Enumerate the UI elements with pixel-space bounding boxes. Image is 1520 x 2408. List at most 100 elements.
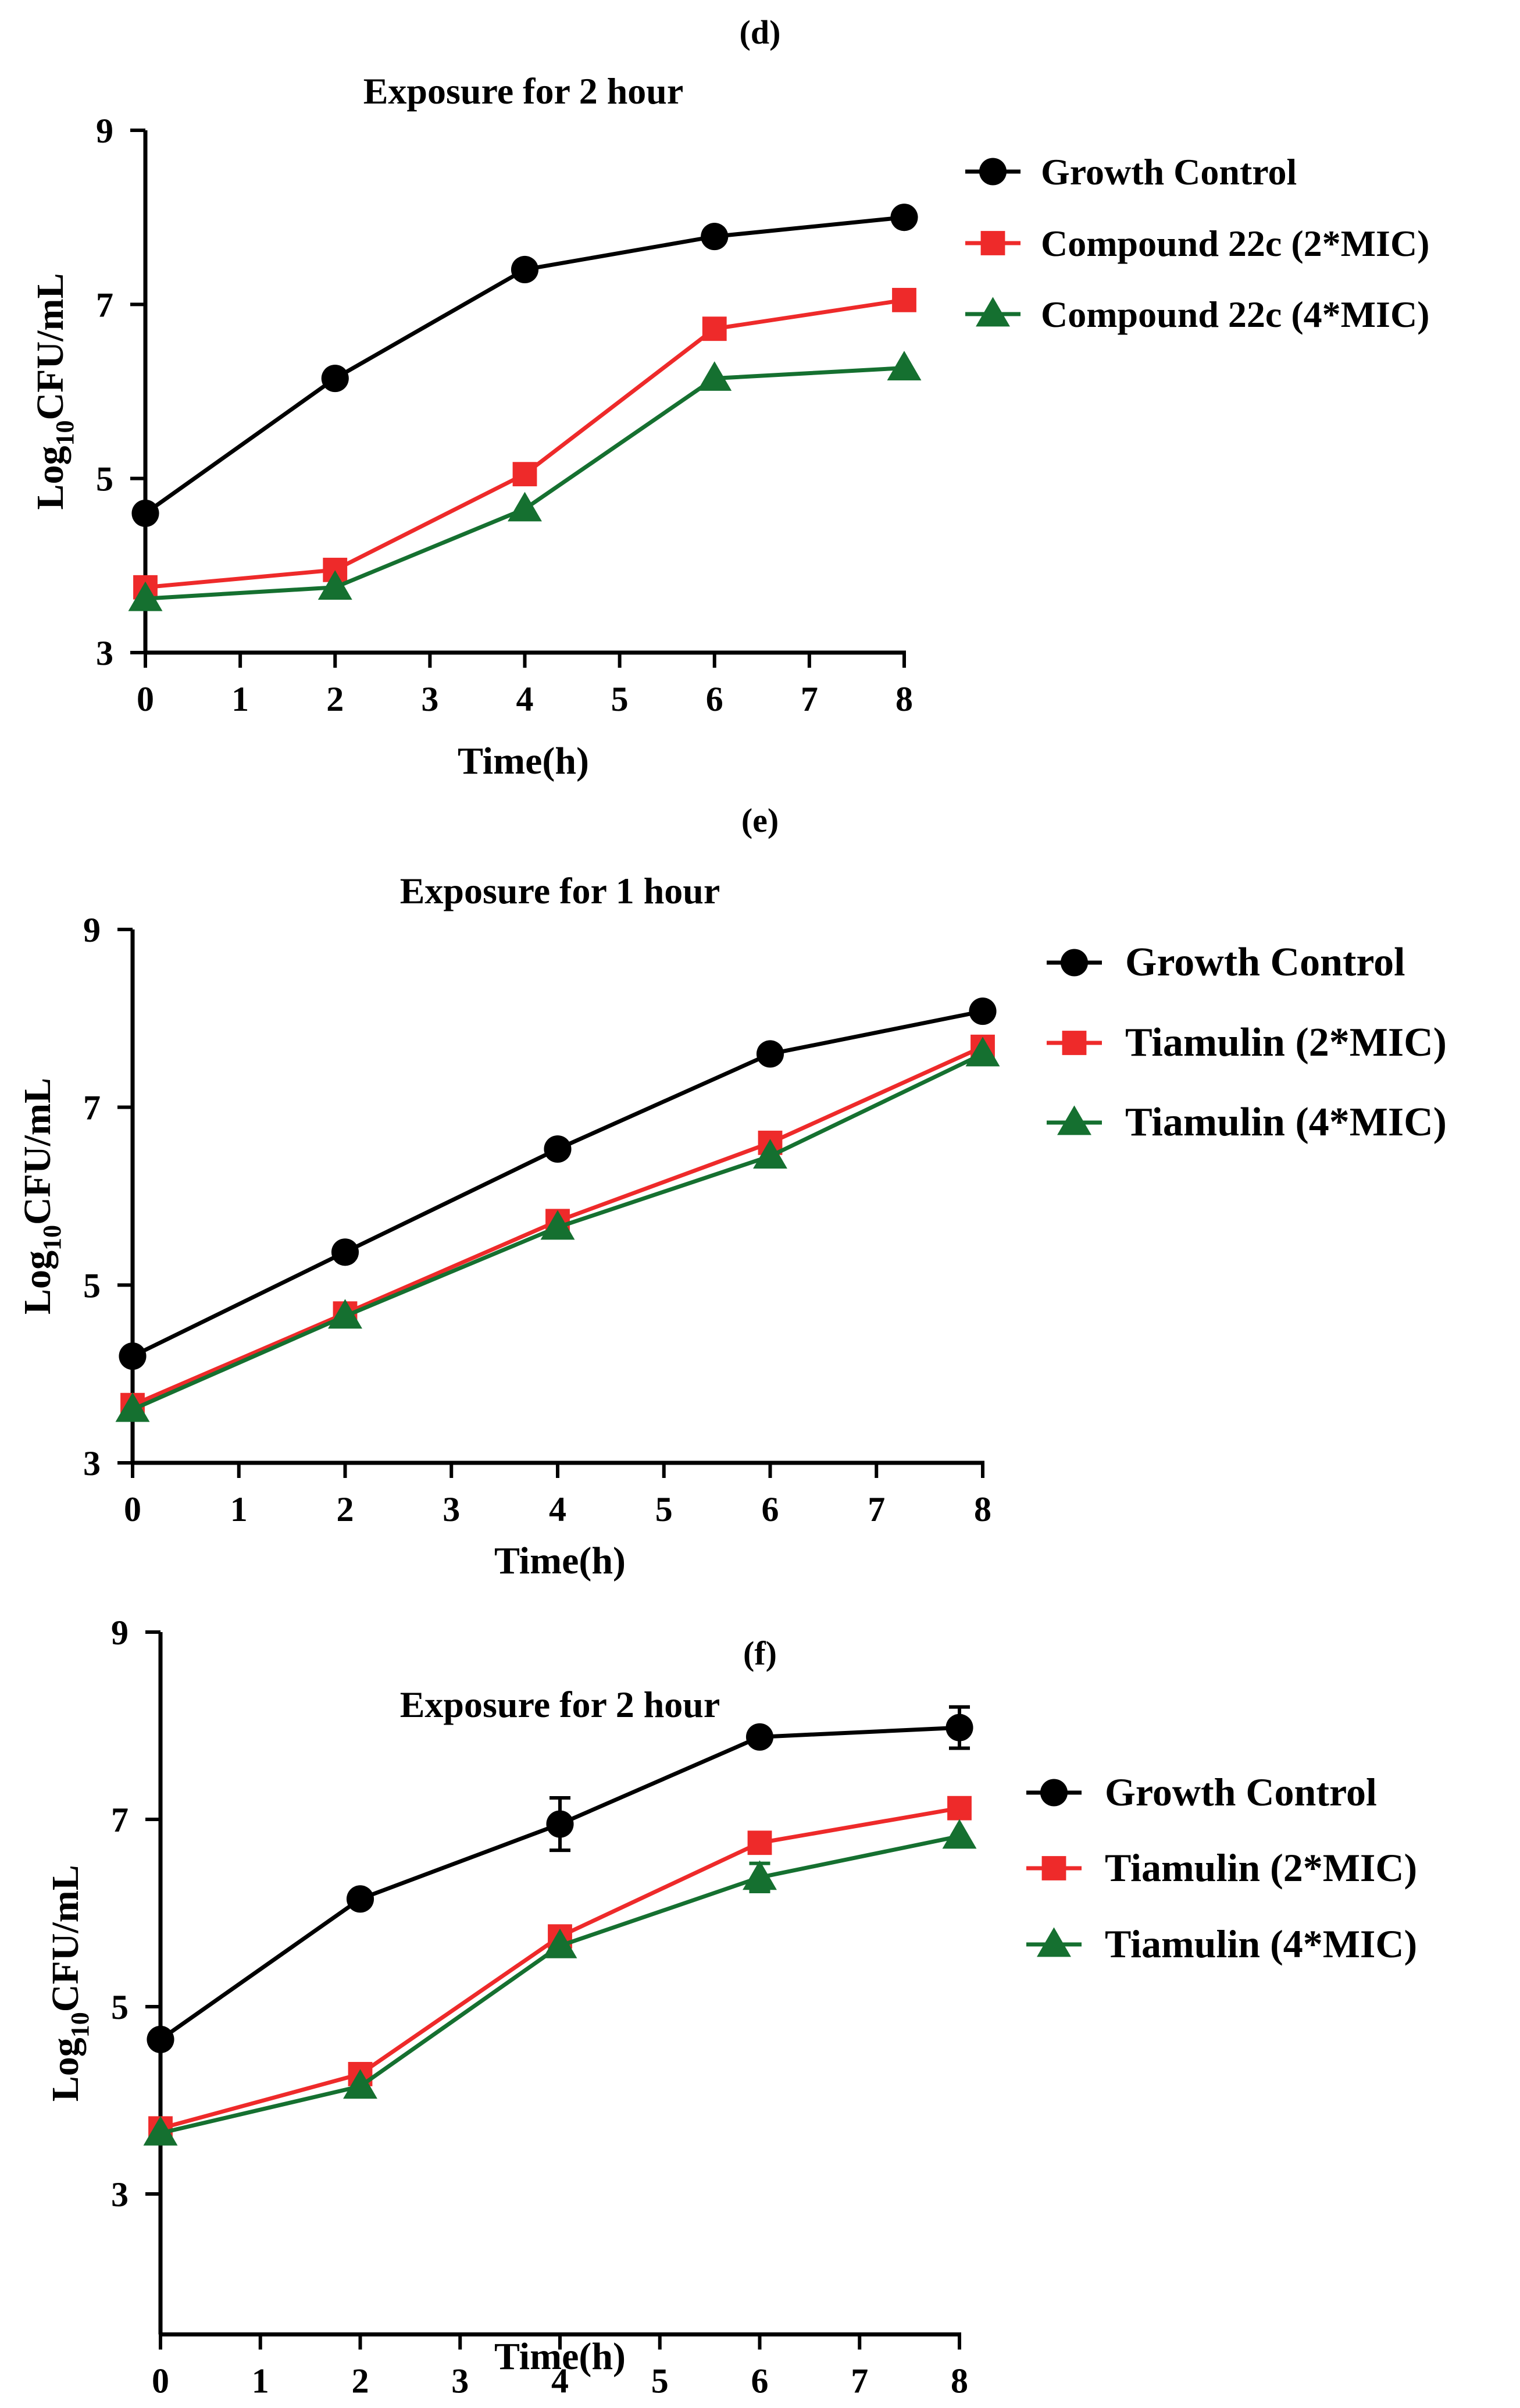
data-point bbox=[119, 1342, 147, 1370]
x-tick-label: 5 bbox=[651, 2362, 669, 2400]
x-tick-label: 2 bbox=[352, 2362, 369, 2400]
x-tick-label: 4 bbox=[551, 2362, 569, 2400]
data-point bbox=[544, 1135, 572, 1163]
x-tick-label: 2 bbox=[326, 680, 344, 718]
y-axis-label: Log10CFU/mL bbox=[44, 1865, 94, 2101]
data-point bbox=[965, 1036, 1000, 1067]
y-tick-label: 5 bbox=[83, 1266, 101, 1305]
data-point bbox=[945, 1714, 973, 1741]
x-tick-label: 0 bbox=[124, 1490, 141, 1529]
x-tick-label: 6 bbox=[706, 680, 723, 718]
y-tick-label: 3 bbox=[83, 1444, 101, 1483]
legend-label: Compound 22c (2*MIC) bbox=[1041, 223, 1429, 264]
x-tick-label: 6 bbox=[762, 1490, 779, 1529]
chart-panel-e: (e) Exposure for 1 hour 0 1 2 3 4 5 6 7 8 3 5 7 9 Time(… bbox=[16, 802, 1447, 1582]
series-line bbox=[159, 1725, 960, 2042]
x-tick-label: 1 bbox=[231, 680, 249, 718]
chart-panel-d: (d) Exposure for 2 hour 0 1 2 3 4 5 6 7 8 3 5 7 9 Time(… bbox=[29, 13, 1429, 782]
y-axis-label-rest: CFU/mL bbox=[29, 273, 72, 420]
x-tick-label: 6 bbox=[751, 2362, 769, 2400]
x-axis-label: Time(h) bbox=[494, 1540, 626, 1582]
legend-marker bbox=[1062, 1031, 1087, 1055]
legend-marker bbox=[1041, 1856, 1066, 1880]
data-point bbox=[887, 351, 922, 380]
y-tick-label: 7 bbox=[111, 1801, 129, 1839]
data-point bbox=[969, 998, 997, 1025]
legend-entry: Compound 22c (4*MIC) bbox=[965, 294, 1429, 335]
legend-marker bbox=[980, 231, 1005, 255]
series-growth-control bbox=[131, 204, 918, 528]
y-axis-label-main: Log bbox=[29, 446, 72, 510]
data-point bbox=[743, 1860, 777, 1890]
x-tick-label: 5 bbox=[611, 680, 629, 718]
y-tick-label: 9 bbox=[111, 1613, 129, 1652]
data-point bbox=[697, 361, 732, 391]
series-tiamulin-4-mic- bbox=[115, 1036, 1000, 1422]
legend-label: Compound 22c (4*MIC) bbox=[1041, 294, 1429, 335]
y-axis-label: Log10CFU/mL bbox=[16, 1078, 66, 1315]
x-tick-label: 0 bbox=[137, 680, 154, 718]
x-tick-label: 3 bbox=[451, 2362, 469, 2400]
x-tick-label: 5 bbox=[655, 1490, 673, 1529]
data-point bbox=[947, 1796, 972, 1821]
legend-entry: Growth Control bbox=[1047, 940, 1405, 985]
data-point bbox=[511, 255, 539, 284]
data-point bbox=[115, 1392, 150, 1422]
data-point bbox=[343, 2069, 377, 2099]
legend-label: Tiamulin (2*MIC) bbox=[1125, 1020, 1447, 1065]
legend-marker bbox=[1040, 1779, 1068, 1807]
legend-label: Tiamulin (4*MIC) bbox=[1125, 1100, 1447, 1145]
series-growth-control bbox=[147, 1705, 973, 2053]
data-point bbox=[328, 1299, 362, 1329]
y-axis-label-rest: CFU/mL bbox=[16, 1078, 59, 1225]
data-point bbox=[540, 1210, 575, 1240]
data-point bbox=[331, 1238, 359, 1266]
y-tick-label: 9 bbox=[96, 112, 113, 150]
data-point bbox=[147, 2025, 174, 2053]
series-line bbox=[160, 1834, 960, 2135]
x-axis-label: Time(h) bbox=[494, 2335, 626, 2378]
y-tick-label: 3 bbox=[111, 2175, 129, 2214]
series-growth-control bbox=[119, 998, 997, 1370]
y-tick-label: 5 bbox=[96, 460, 113, 498]
data-point bbox=[747, 1830, 772, 1855]
series-line bbox=[131, 1009, 983, 1358]
legend-entry: Tiamulin (2*MIC) bbox=[1047, 1020, 1447, 1065]
x-tick-label: 4 bbox=[516, 680, 534, 718]
y-tick-label: 7 bbox=[96, 286, 113, 324]
data-point bbox=[512, 462, 537, 487]
data-point bbox=[756, 1040, 784, 1068]
x-tick-label: 2 bbox=[337, 1490, 354, 1529]
x-tick-label: 7 bbox=[801, 680, 818, 718]
legend-marker bbox=[1060, 949, 1089, 977]
data-point bbox=[128, 581, 163, 611]
legend-marker bbox=[1057, 1105, 1091, 1135]
data-point bbox=[346, 1885, 374, 1913]
data-point bbox=[702, 316, 727, 341]
y-axis-label-subscript: 10 bbox=[66, 2012, 94, 2037]
y-axis-label-subscript: 10 bbox=[38, 1225, 66, 1251]
legend-label: Tiamulin (2*MIC) bbox=[1105, 1846, 1417, 1890]
data-point bbox=[317, 570, 352, 600]
data-point bbox=[942, 1819, 977, 1849]
y-axis-label: Log10CFU/mL bbox=[29, 273, 79, 510]
data-point bbox=[753, 1139, 787, 1169]
legend-entry: Tiamulin (4*MIC) bbox=[1047, 1100, 1447, 1145]
series-line bbox=[160, 1806, 960, 2131]
legend-entry: Growth Control bbox=[1026, 1770, 1377, 1814]
data-point bbox=[143, 2115, 178, 2146]
data-point bbox=[546, 1810, 574, 1838]
legend-marker bbox=[1037, 1927, 1071, 1957]
series-tiamulin-4-mic- bbox=[143, 1819, 977, 2146]
legend-label: Growth Control bbox=[1105, 1770, 1377, 1814]
panel-label: (d) bbox=[740, 13, 781, 51]
x-tick-label: 3 bbox=[421, 680, 438, 718]
y-tick-label: 9 bbox=[83, 911, 101, 949]
data-point bbox=[321, 364, 349, 393]
x-tick-label: 1 bbox=[252, 2362, 269, 2400]
y-axis-label-rest: CFU/mL bbox=[44, 1865, 87, 2012]
data-point bbox=[745, 1723, 774, 1751]
chart-title: Exposure for 2 hour bbox=[400, 1684, 720, 1725]
